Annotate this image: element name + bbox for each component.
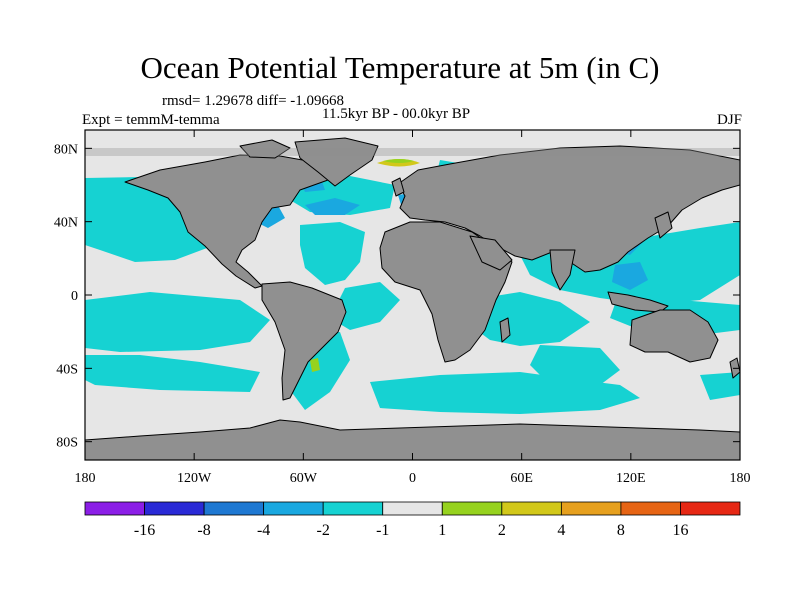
colorbar-swatch (144, 501, 205, 516)
x-tick-label: 60W (290, 471, 318, 486)
land-arabia (469, 235, 513, 271)
experiment-label: Expt = temmM-temma (82, 112, 220, 128)
colorbar-label: -1 (376, 522, 389, 539)
season-label: DJF (716, 112, 742, 128)
colorbar-label: 1 (438, 522, 446, 539)
y-tick-label: 80S (56, 436, 78, 451)
y-tick-label: 40S (56, 362, 78, 377)
land-arctic-islands (239, 139, 291, 159)
x-tick-label: 120E (616, 471, 646, 486)
colorbar-swatch (382, 501, 443, 516)
land-australia (629, 309, 719, 363)
y-tick-label: 0 (71, 289, 78, 304)
colorbar-swatch (263, 501, 324, 516)
land-indonesia (607, 291, 669, 313)
land-madagascar (499, 317, 511, 343)
y-tick-label: 40N (54, 216, 78, 231)
land-masses (85, 137, 740, 460)
colorbar-label: 4 (557, 522, 565, 539)
period-label: 11.5kyr BP - 00.0kyr BP (322, 106, 471, 122)
colorbar-swatch (322, 501, 384, 516)
x-tick-label: 60E (510, 471, 533, 486)
colorbar-label: 16 (672, 522, 688, 539)
x-tick-label: 180 (75, 471, 96, 486)
land-antarctica (85, 419, 740, 460)
colorbar-label: -16 (134, 522, 155, 539)
land-greenland (294, 137, 379, 187)
land-north-america (124, 154, 329, 289)
anomaly-region-green (383, 159, 414, 163)
x-tick-label: 180 (730, 471, 751, 486)
land-africa (379, 221, 513, 363)
land-eurasia (397, 145, 740, 273)
colorbar-label: 2 (498, 522, 506, 539)
colorbar-swatch (501, 501, 562, 516)
colorbar-label: -4 (257, 522, 270, 539)
map-axes: 180 120W 60W 0 60E 120E 180 80N 40N 0 40S 80S (54, 130, 751, 486)
x-tick-label: 120W (177, 471, 212, 486)
colorbar-swatch (680, 501, 741, 516)
y-tick-label: 80N (54, 142, 78, 157)
colorbar-label: -8 (197, 522, 210, 539)
colorbar-swatch (560, 501, 622, 516)
chart-title: Ocean Potential Temperature at 5m (in C) (140, 50, 660, 85)
land-india (549, 249, 576, 291)
colorbar: -16 -8 -4 -2 -1 1 2 4 8 16 (84, 501, 741, 539)
land-japan (654, 211, 673, 239)
arctic-missing-data (85, 148, 740, 156)
colorbar-swatch (441, 501, 503, 516)
land-south-america (261, 281, 347, 401)
colorbar-swatch (84, 501, 145, 516)
land-uk (391, 177, 405, 197)
colorbar-label: -2 (317, 522, 330, 539)
anomaly-region-green (310, 358, 320, 372)
x-tick-label: 0 (409, 471, 416, 486)
colorbar-swatch (620, 501, 681, 516)
colorbar-label: 8 (617, 522, 625, 539)
stats-label: rmsd= 1.29678 diff= -1.09668 (162, 93, 345, 109)
colorbar-swatch (203, 501, 265, 516)
